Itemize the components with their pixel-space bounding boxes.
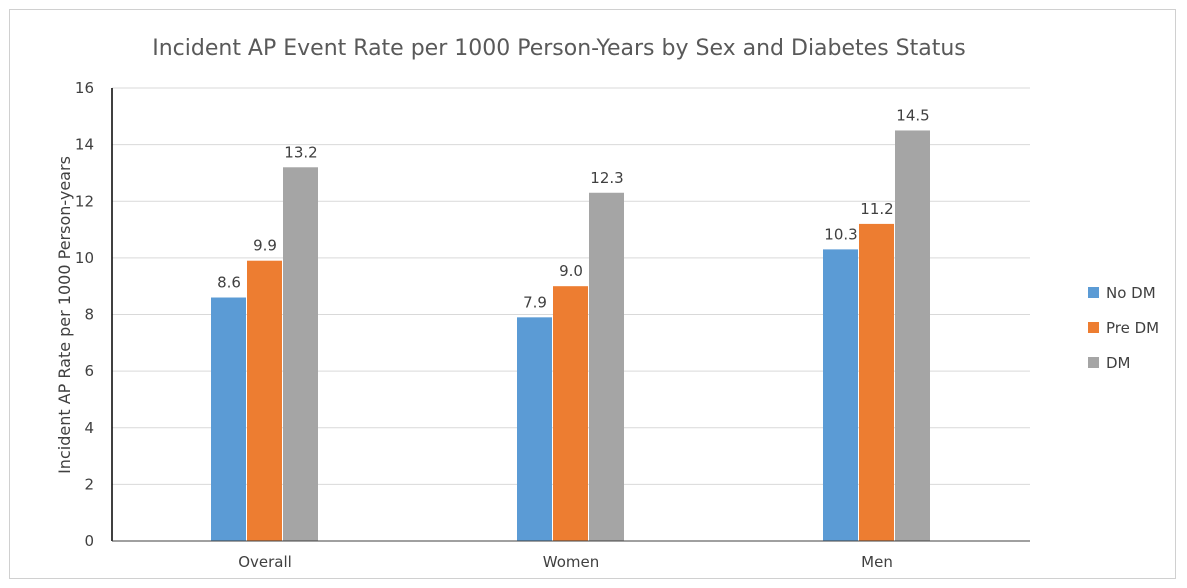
bar-pre-dm-men	[859, 223, 894, 541]
data-label: 10.3	[824, 225, 857, 243]
chart-frame: Incident AP Event Rate per 1000 Person-Y…	[9, 9, 1176, 579]
data-label: 14.5	[896, 106, 929, 124]
bar-dm-men	[895, 130, 930, 541]
bar-chart: Incident AP Event Rate per 1000 Person-Y…	[55, 36, 1159, 571]
y-tick-label: 6	[84, 362, 94, 380]
bar-pre-dm-overall	[247, 260, 282, 541]
y-tick-label: 2	[84, 475, 94, 493]
bar-no-dm-men	[823, 249, 858, 541]
bar-dm-women	[589, 192, 624, 541]
data-label: 12.3	[590, 169, 623, 187]
y-tick-label: 14	[75, 136, 94, 154]
y-tick-label: 12	[75, 192, 94, 210]
legend-swatch	[1088, 322, 1099, 333]
data-label: 7.9	[523, 293, 547, 311]
legend-label: Pre DM	[1106, 319, 1159, 337]
x-tick-label: Women	[543, 553, 599, 571]
bar-no-dm-women	[517, 317, 552, 541]
data-label: 11.2	[860, 200, 893, 218]
bar-pre-dm-women	[553, 286, 588, 541]
y-tick-label: 10	[75, 249, 94, 267]
y-tick-label: 0	[84, 532, 94, 550]
legend-swatch	[1088, 357, 1099, 368]
data-label: 13.2	[284, 143, 317, 161]
x-tick-labels: Overall Women Men	[238, 553, 893, 571]
bar-no-dm-overall	[211, 297, 246, 541]
legend: No DM Pre DM DM	[1088, 284, 1159, 372]
legend-label: No DM	[1106, 284, 1156, 302]
legend-label: DM	[1106, 354, 1131, 372]
y-tick-label: 4	[84, 419, 94, 437]
data-label: 9.0	[559, 262, 583, 280]
chart-title: Incident AP Event Rate per 1000 Person-Y…	[152, 36, 966, 61]
y-tick-label: 8	[84, 306, 94, 324]
data-label: 9.9	[253, 237, 277, 255]
y-tick-labels: 0 2 4 6 8 10 12 14 16	[75, 79, 94, 550]
data-labels: 8.6 9.9 13.2 7.9 9.0 12.3 10.311.2 14.5	[217, 106, 930, 311]
y-tick-label: 16	[75, 79, 94, 97]
x-tick-label: Men	[861, 553, 893, 571]
y-axis-label: Incident AP Rate per 1000 Person-years	[55, 156, 74, 474]
legend-swatch	[1088, 287, 1099, 298]
bars	[211, 130, 930, 541]
bar-dm-overall	[283, 167, 318, 541]
data-label: 8.6	[217, 274, 241, 292]
x-tick-label: Overall	[238, 553, 292, 571]
